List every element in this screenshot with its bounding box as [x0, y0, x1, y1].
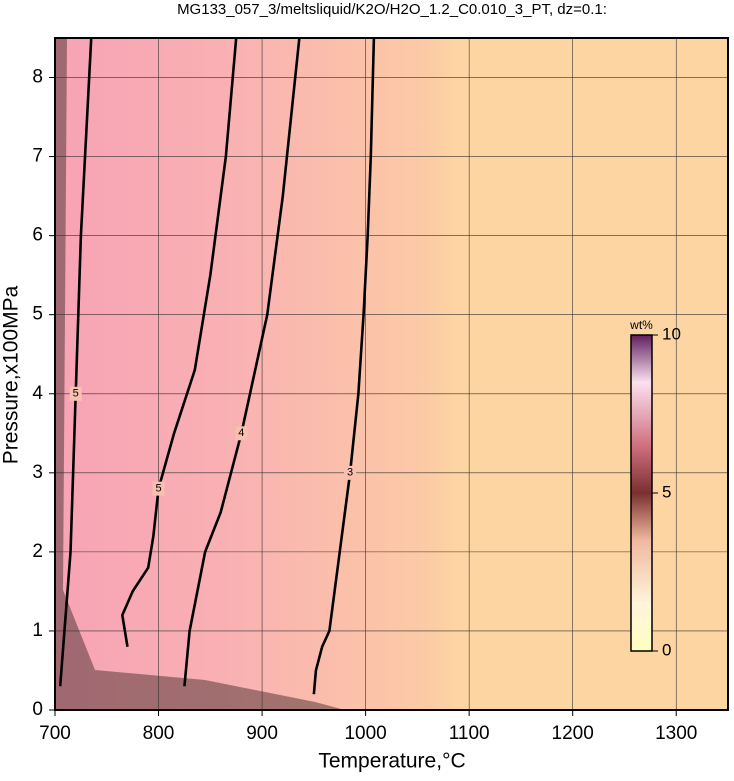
- contour-label: 4: [238, 427, 244, 439]
- y-tick-label: 1: [32, 620, 43, 641]
- colorbar-tick-label: 0: [662, 640, 671, 659]
- y-tick-label: 0: [32, 699, 43, 720]
- y-tick-label: 4: [32, 383, 43, 404]
- colorbar-label: wt%: [629, 318, 653, 332]
- x-tick-label: 800: [143, 723, 175, 744]
- x-tick-label: 700: [39, 723, 71, 744]
- contour-label: 5: [73, 388, 79, 400]
- y-axis-label: Pressure,x100MPa: [0, 285, 23, 464]
- y-tick-label: 6: [32, 225, 43, 246]
- x-tick-label: 1000: [344, 723, 386, 744]
- contour-label-bg: [152, 481, 165, 496]
- x-tick-label: 900: [246, 723, 278, 744]
- y-tick-label: 7: [32, 146, 43, 167]
- y-tick-label: 8: [32, 67, 43, 88]
- x-axis-label: Temperature,°C: [318, 750, 465, 773]
- contour-label: 3: [347, 467, 353, 479]
- chart-title: MG133_057_3/meltsliquid/K2O/H2O_1.2_C0.0…: [177, 1, 607, 18]
- colorbar-tick-label: 10: [662, 324, 681, 343]
- contour-label: 5: [155, 483, 161, 495]
- plot-frame: [54, 37, 729, 711]
- contour-line: [183, 37, 301, 687]
- y-tick-label: 5: [32, 304, 43, 325]
- plot-background: [55, 38, 728, 710]
- contour-label-bg: [69, 386, 82, 401]
- x-tick-label: 1200: [552, 723, 594, 744]
- dark-region: [55, 38, 345, 710]
- colorbar-tick-label: 5: [662, 482, 671, 501]
- y-tick-label: 3: [32, 462, 43, 483]
- y-tick-label: 2: [32, 541, 43, 562]
- x-tick-label: 1300: [655, 723, 697, 744]
- contour-label-bg: [235, 426, 248, 441]
- x-tick-label: 1100: [449, 723, 490, 744]
- colorbar: [630, 334, 653, 652]
- contour-label-bg: [344, 465, 357, 480]
